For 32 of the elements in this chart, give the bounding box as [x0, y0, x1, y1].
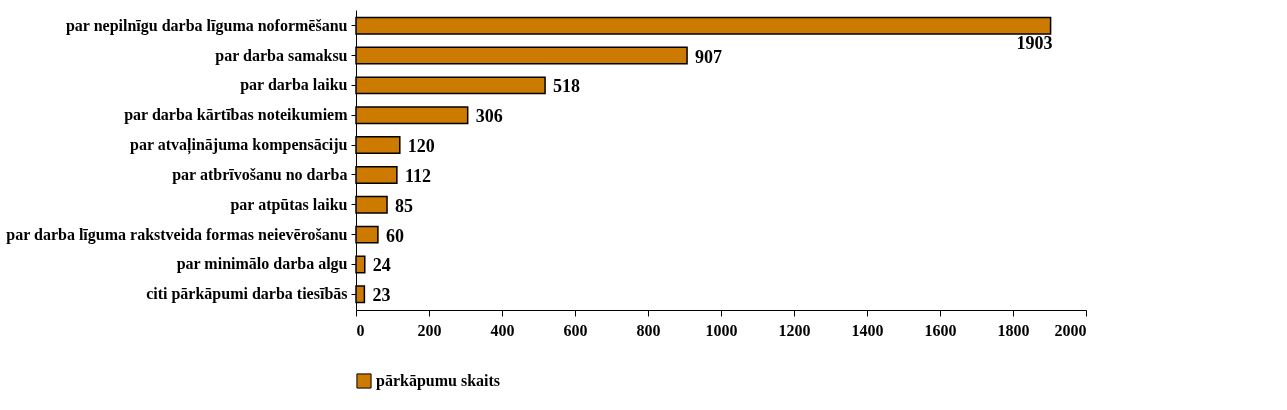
y-tick-label: par darba laiku — [240, 76, 348, 95]
legend-label: pārkāpumu skaits — [376, 372, 501, 390]
data-label: 306 — [475, 106, 503, 127]
y-tick-label: citi pārkāpumi darba tiesībās — [146, 285, 348, 304]
x-tick-label: 1000 — [705, 321, 738, 339]
y-tick-label: par darba līguma rakstveida formas neievērošanu — [6, 225, 348, 244]
y-tick-label: par atpūtas laiku — [230, 195, 348, 214]
x-tick-label: 1600 — [924, 321, 957, 339]
data-label: 112 — [404, 165, 431, 186]
y-tick-label: par atvaļinājuma kompensāciju — [129, 136, 348, 156]
data-label: 518 — [553, 76, 581, 97]
x-tick-label: 1400 — [851, 321, 884, 339]
x-tick-label: 2000 — [1054, 321, 1087, 339]
x-tick-label: 1800 — [997, 321, 1030, 339]
x-tick-label: 400 — [490, 321, 515, 339]
x-tick-label: 600 — [563, 321, 588, 339]
x-tick-label: 1200 — [778, 321, 811, 339]
x-tick-label: 200 — [417, 321, 442, 339]
y-tick-label: par darba kārtības noteikumiem — [124, 106, 349, 125]
y-tick-label: par atbrīvošanu no darba — [172, 165, 348, 184]
data-label: 1903 — [1016, 32, 1053, 53]
y-tick-label: par minimālo darba algu — [176, 255, 348, 274]
x-tick-label: 0 — [356, 321, 365, 339]
data-label: 907 — [695, 46, 723, 67]
data-label: 120 — [407, 136, 435, 157]
x-tick-label: 800 — [636, 321, 661, 339]
y-tick-label: par darba samaksu — [215, 46, 348, 65]
y-tick-label: par nepilnīgu darba līguma noformēšanu — [65, 16, 348, 35]
data-label: 24 — [372, 255, 391, 276]
data-label: 60 — [385, 225, 404, 246]
data-label: 85 — [395, 195, 414, 216]
data-label: 23 — [372, 285, 391, 306]
